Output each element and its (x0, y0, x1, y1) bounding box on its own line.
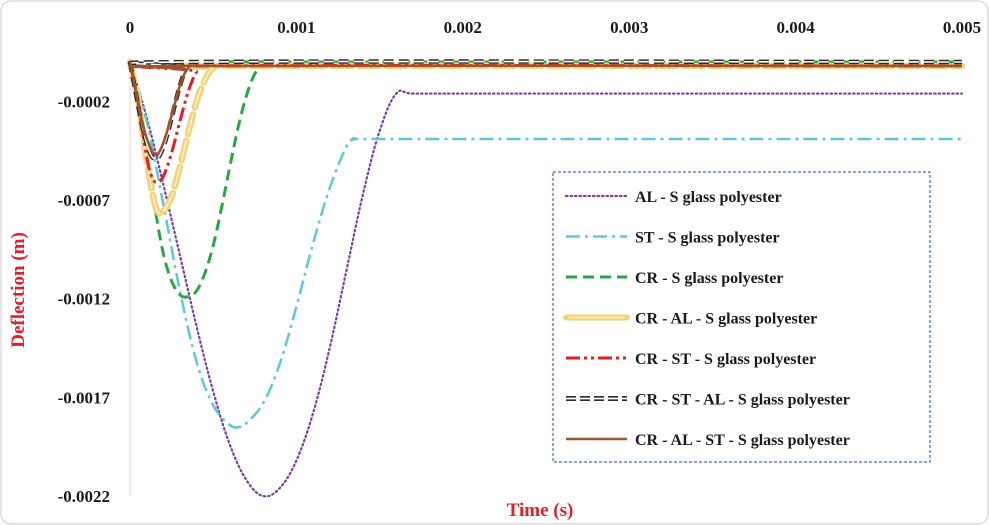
legend: AL - S glass polyester ST - S glass polye… (552, 171, 931, 463)
series-line (128, 61, 962, 429)
x-tick-label: 0.005 (943, 18, 981, 37)
x-axis-title: Time (s) (507, 500, 574, 521)
y-tick-label: -0.0002 (58, 92, 110, 111)
x-tick-label: 0 (126, 18, 135, 37)
legend-label: CR - AL - ST - S glass polyester (635, 432, 850, 449)
y-axis-title: Deflection (m) (8, 232, 29, 348)
legend-entry: CR - ST - AL - S glass polyester (566, 392, 850, 409)
legend-entry: ST - S glass polyester (566, 230, 780, 247)
legend-entry: CR - ST - S glass polyester (566, 351, 816, 368)
legend-label: CR - S glass polyester (635, 270, 783, 287)
legend-entry: CR - AL - ST - S glass polyester (566, 432, 850, 449)
legend-label: AL - S glass polyester (635, 189, 782, 206)
legend-label: CR - ST - S glass polyester (635, 351, 816, 368)
series-layer (126, 58, 966, 498)
legend-entry: CR - S glass polyester (566, 270, 783, 287)
legend-label: CR - AL - S glass polyester (635, 311, 817, 328)
legend-label: CR - ST - AL - S glass polyester (635, 392, 850, 409)
x-tick-label: 0.002 (444, 18, 482, 37)
series-line (128, 61, 963, 157)
x-tick-label: 0.003 (610, 18, 648, 37)
axes-layer: 0 0.001 0.002 0.003 0.004 0.005 -0.0002 -0.0007… (58, 18, 982, 506)
legend-entry: CR - AL - S glass polyester (563, 311, 817, 328)
y-tick-label: -0.0022 (58, 487, 110, 506)
series-1 (128, 60, 964, 498)
legend-label: ST - S glass polyester (635, 230, 780, 247)
y-tick-label: -0.0012 (58, 290, 110, 309)
series-7 (128, 61, 963, 157)
y-tick-label: -0.0017 (58, 388, 111, 407)
legend-entry: AL - S glass polyester (564, 189, 782, 206)
series-line (128, 60, 964, 498)
y-tick-label: -0.0007 (58, 191, 111, 210)
x-tick-label: 0.004 (776, 18, 815, 37)
series-2 (128, 61, 962, 429)
x-tick-label: 0.001 (277, 18, 315, 37)
